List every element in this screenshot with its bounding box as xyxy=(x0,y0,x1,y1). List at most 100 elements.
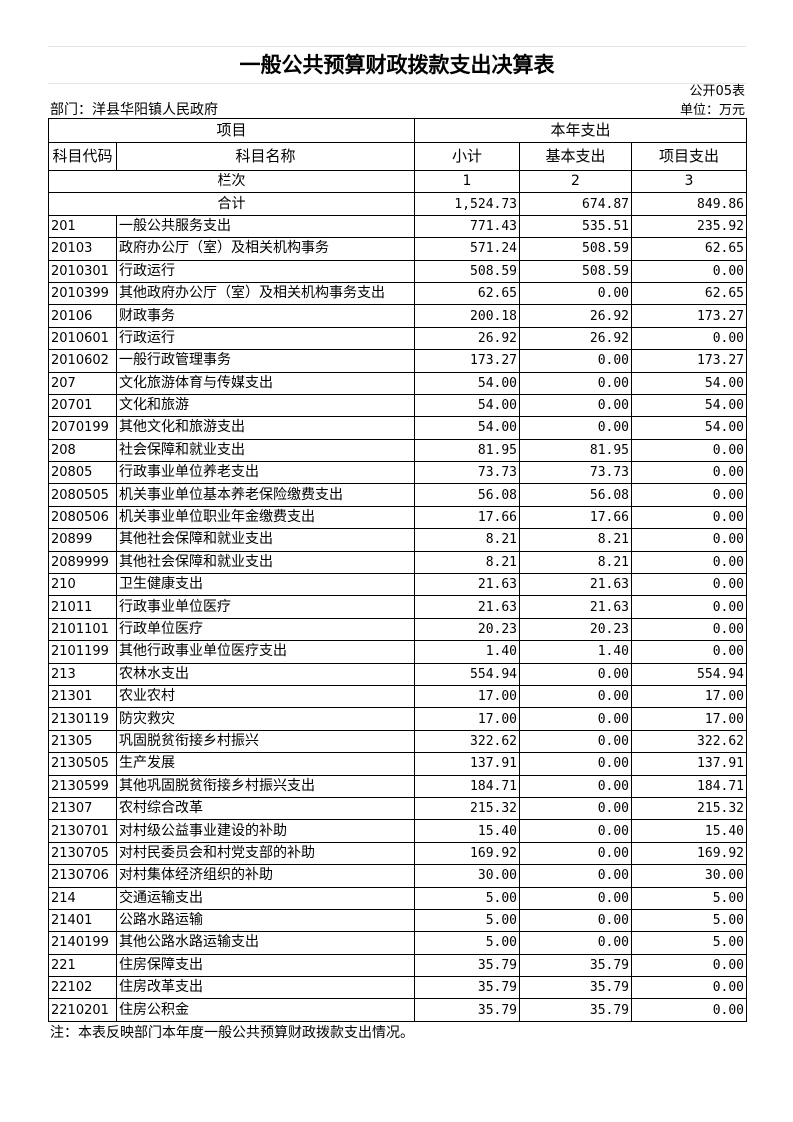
header-code: 科目代码 xyxy=(48,142,117,171)
row-project: 235.92 xyxy=(631,214,748,239)
row-name: 行政单位医疗 xyxy=(115,617,416,642)
row-subtotal: 35.79 xyxy=(414,998,521,1022)
row-name: 其他巩固脱贫衔接乡村振兴支出 xyxy=(115,774,416,798)
row-basic: 0.00 xyxy=(519,707,633,731)
row-subtotal: 5.00 xyxy=(414,886,521,910)
row-subtotal: 8.21 xyxy=(414,528,521,552)
table-row: 21307 农村综合改革 215.32 0.00 215.32 xyxy=(48,796,748,821)
row-basic: 35.79 xyxy=(519,976,633,1000)
row-name: 机关事业单位基本养老保险缴费支出 xyxy=(115,483,416,507)
row-basic: 0.00 xyxy=(519,886,633,910)
table-row: 20899 其他社会保障和就业支出 8.21 8.21 0.00 xyxy=(48,528,748,552)
row-name: 农林水支出 xyxy=(115,662,416,686)
header-basic: 基本支出 xyxy=(519,142,633,171)
row-project: 0.00 xyxy=(631,483,748,507)
row-code: 210 xyxy=(48,573,117,597)
row-project: 215.32 xyxy=(631,796,748,821)
table-row: 2130119 防灾救灾 17.00 0.00 17.00 xyxy=(48,707,748,731)
column-number-3: 3 xyxy=(631,169,748,194)
header-row: 项目 本年支出 xyxy=(47,118,748,143)
row-name: 住房公积金 xyxy=(115,998,416,1022)
table-row: 2010301 行政运行 508.59 508.59 0.00 xyxy=(48,259,748,283)
row-code: 20805 xyxy=(48,461,117,485)
row-project: 15.40 xyxy=(631,819,748,843)
form-number: 公开05表 xyxy=(689,84,745,99)
row-basic: 1.40 xyxy=(519,640,633,664)
row-basic: 17.66 xyxy=(519,505,633,530)
row-subtotal: 21.63 xyxy=(414,595,521,619)
total-basic: 674.87 xyxy=(519,192,633,216)
row-subtotal: 200.18 xyxy=(414,304,521,328)
row-name: 对村民委员会和村党支部的补助 xyxy=(115,841,416,866)
table-row: 21011 行政事业单位医疗 21.63 21.63 0.00 xyxy=(48,595,748,619)
row-basic: 508.59 xyxy=(519,237,633,261)
row-basic: 0.00 xyxy=(519,371,633,395)
row-subtotal: 17.00 xyxy=(414,707,521,731)
row-name: 行政运行 xyxy=(115,326,416,351)
row-code: 2101199 xyxy=(48,640,117,664)
row-basic: 0.00 xyxy=(519,729,633,754)
row-subtotal: 137.91 xyxy=(414,752,521,776)
row-project: 0.00 xyxy=(631,976,748,1000)
table-row: 210 卫生健康支出 21.63 21.63 0.00 xyxy=(48,573,748,597)
row-subtotal: 20.23 xyxy=(414,617,521,642)
table-row: 22102 住房改革支出 35.79 35.79 0.00 xyxy=(48,976,748,1000)
row-subtotal: 54.00 xyxy=(414,393,521,418)
row-basic: 0.00 xyxy=(519,752,633,776)
row-subtotal: 169.92 xyxy=(414,841,521,866)
row-name: 卫生健康支出 xyxy=(115,573,416,597)
row-project: 0.00 xyxy=(631,461,748,485)
row-project: 5.00 xyxy=(631,886,748,910)
table-row: 208 社会保障和就业支出 81.95 81.95 0.00 xyxy=(48,438,748,463)
row-basic: 0.00 xyxy=(519,796,633,821)
row-subtotal: 184.71 xyxy=(414,774,521,798)
row-subtotal: 35.79 xyxy=(414,953,521,978)
row-name: 巩固脱贫衔接乡村振兴 xyxy=(115,729,416,754)
row-code: 2010602 xyxy=(48,349,117,373)
row-name: 文化旅游体育与传媒支出 xyxy=(115,371,416,395)
table-row: 2010601 行政运行 26.92 26.92 0.00 xyxy=(48,326,748,351)
table-row: 207 文化旅游体育与传媒支出 54.00 0.00 54.00 xyxy=(48,371,748,395)
row-basic: 8.21 xyxy=(519,550,633,575)
row-name: 住房改革支出 xyxy=(115,976,416,1000)
table-row: 2101101 行政单位医疗 20.23 20.23 0.00 xyxy=(48,617,748,642)
row-project: 169.92 xyxy=(631,841,748,866)
row-subtotal: 81.95 xyxy=(414,438,521,463)
row-basic: 0.00 xyxy=(519,416,633,440)
page-title: 一般公共预算财政拨款支出决算表 xyxy=(48,46,746,84)
row-name: 生产发展 xyxy=(115,752,416,776)
row-name: 交通运输支出 xyxy=(115,886,416,910)
header-project: 项目支出 xyxy=(631,142,748,171)
table-row: 21301 农业农村 17.00 0.00 17.00 xyxy=(48,684,748,709)
row-basic: 508.59 xyxy=(519,259,633,283)
row-project: 0.00 xyxy=(631,528,748,552)
header-row: 科目代码 科目名称 小计 基本支出 项目支出 xyxy=(48,142,748,171)
column-number-2: 2 xyxy=(519,169,633,194)
table-row: 20701 文化和旅游 54.00 0.00 54.00 xyxy=(48,393,748,418)
table-row: 21305 巩固脱贫衔接乡村振兴 322.62 0.00 322.62 xyxy=(48,729,748,754)
row-name: 行政运行 xyxy=(115,259,416,283)
row-name: 财政事务 xyxy=(115,304,416,328)
row-project: 0.00 xyxy=(631,505,748,530)
row-code: 20701 xyxy=(48,393,117,418)
row-name: 对村集体经济组织的补助 xyxy=(115,864,416,888)
row-basic: 0.00 xyxy=(519,864,633,888)
row-basic: 8.21 xyxy=(519,528,633,552)
row-subtotal: 26.92 xyxy=(414,326,521,351)
row-code: 2130505 xyxy=(48,752,117,776)
total-project: 849.86 xyxy=(631,192,748,216)
table-row: 2130706 对村集体经济组织的补助 30.00 0.00 30.00 xyxy=(48,864,748,888)
row-subtotal: 8.21 xyxy=(414,550,521,575)
row-project: 0.00 xyxy=(631,953,748,978)
row-code: 2010601 xyxy=(48,326,117,351)
row-subtotal: 5.00 xyxy=(414,931,521,955)
table-row: 2080505 机关事业单位基本养老保险缴费支出 56.08 56.08 0.00 xyxy=(48,483,748,507)
row-subtotal: 1.40 xyxy=(414,640,521,664)
row-subtotal: 62.65 xyxy=(414,281,521,306)
row-subtotal: 15.40 xyxy=(414,819,521,843)
row-project: 0.00 xyxy=(631,998,748,1022)
row-basic: 35.79 xyxy=(519,953,633,978)
row-project: 0.00 xyxy=(631,617,748,642)
table-row: 2080506 机关事业单位职业年金缴费支出 17.66 17.66 0.00 xyxy=(48,505,748,530)
row-subtotal: 215.32 xyxy=(414,796,521,821)
